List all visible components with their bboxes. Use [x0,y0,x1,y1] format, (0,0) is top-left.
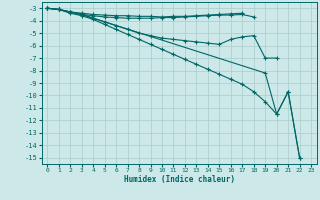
X-axis label: Humidex (Indice chaleur): Humidex (Indice chaleur) [124,175,235,184]
